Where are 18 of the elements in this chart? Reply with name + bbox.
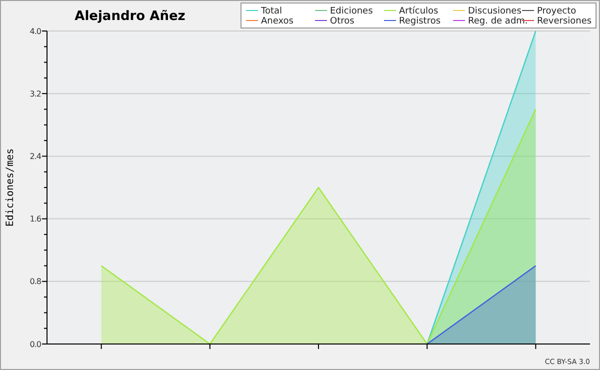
legend-label: Anexos (261, 16, 294, 27)
legend-label: Otros (330, 16, 355, 27)
legend-label: Artículos (399, 6, 439, 17)
legend-label: Ediciones (330, 6, 374, 17)
y-tick-label: 2.4 (30, 152, 42, 161)
y-tick-label: 3.2 (30, 89, 42, 98)
legend-label: Proyecto (537, 6, 577, 17)
chart-title: Alejandro Añez (74, 9, 186, 24)
y-tick-label: 1.6 (30, 214, 42, 224)
legend-label: Reg. de adm. (468, 16, 528, 27)
y-tick-label: 0.8 (30, 277, 42, 286)
legend-label: Discusiones (468, 6, 522, 17)
y-axis-title: Ediciones/mes (5, 148, 16, 227)
legend-label: Reversiones (537, 16, 592, 27)
legend-label: Registros (399, 16, 441, 27)
y-tick-label: 0.0 (30, 340, 42, 349)
y-tick-label: 4.0 (30, 26, 42, 36)
legend-label: Total (260, 6, 282, 17)
